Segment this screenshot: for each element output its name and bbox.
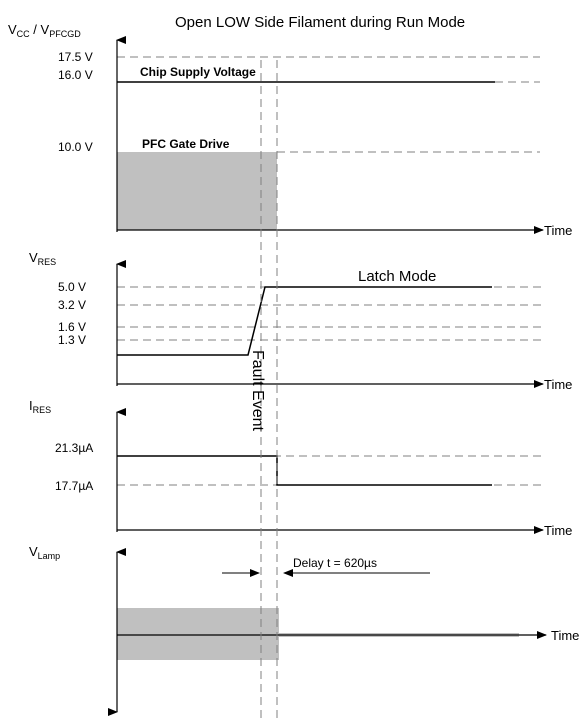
panel-ires: IRES 21.3µA 17.7µA Time — [29, 398, 572, 538]
diagram-title: Open LOW Side Filament during Run Mode — [175, 14, 465, 31]
time-label-4: Time — [551, 628, 579, 643]
time-label-1: Time — [544, 223, 572, 238]
latch-mode-label: Latch Mode — [358, 268, 436, 285]
vcc-axis-label: VCC / VPFCGD — [8, 22, 81, 39]
tick-17v5: 17.5 V — [58, 50, 93, 64]
lamp-active-fill — [117, 608, 279, 660]
vlamp-axis-label: VLamp — [29, 544, 60, 561]
tick-17u7: 17.7µA — [55, 479, 93, 493]
panel-vres: VRES 5.0 V 3.2 V 1.6 V 1.3 V Latch Mode … — [29, 250, 572, 392]
pfc-gate-label: PFC Gate Drive — [142, 137, 230, 151]
fault-event-label: Fault Event — [249, 350, 266, 431]
tick-16v: 16.0 V — [58, 68, 93, 82]
time-label-3: Time — [544, 523, 572, 538]
ires-waveform — [117, 455, 492, 486]
panel-vcc: VCC / VPFCGD 17.5 V 16.0 V 10.0 V Chip S… — [8, 22, 572, 238]
tick-21u3: 21.3µA — [55, 441, 93, 455]
vres-axis-label: VRES — [29, 250, 56, 267]
panel-vlamp: VLamp Delay t = 620µs Time — [29, 544, 579, 716]
tick-5v: 5.0 V — [58, 280, 86, 294]
ires-axis-label: IRES — [29, 398, 51, 415]
tick-3v2: 3.2 V — [58, 298, 86, 312]
time-label-2: Time — [544, 377, 572, 392]
vres-waveform — [117, 286, 492, 356]
pfc-gate-drive-fill — [117, 152, 277, 230]
tick-1v3: 1.3 V — [58, 333, 86, 347]
tick-10v: 10.0 V — [58, 140, 93, 154]
chip-supply-label: Chip Supply Voltage — [140, 65, 256, 79]
tick-1v6: 1.6 V — [58, 320, 86, 334]
delay-label: Delay t = 620µs — [293, 556, 377, 570]
